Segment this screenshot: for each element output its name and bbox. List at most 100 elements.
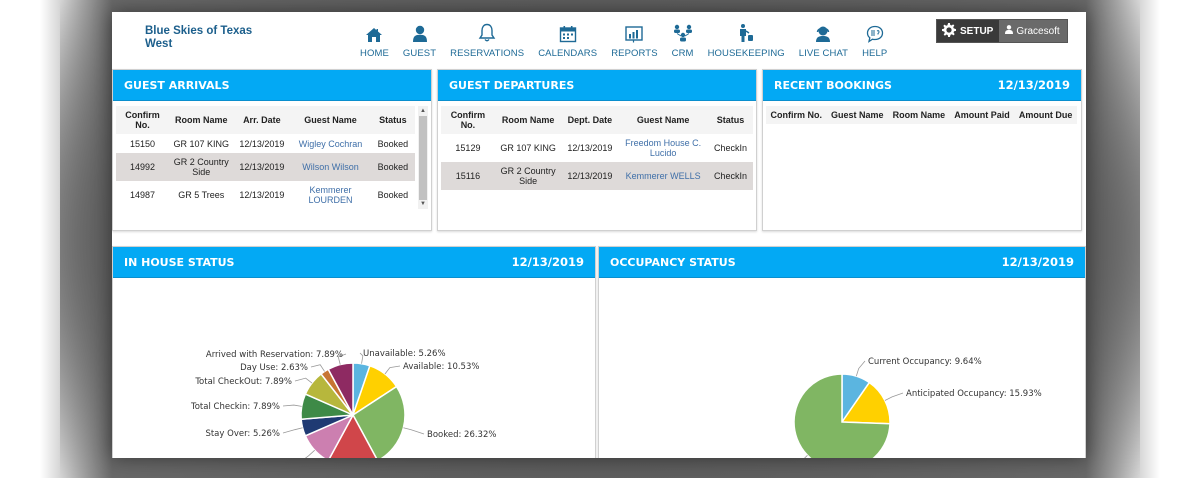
recent-bookings-title: RECENT BOOKINGS — [774, 78, 892, 92]
col-status[interactable]: Status — [370, 106, 415, 134]
pie-slice-label: Total Checkin: 7.89% — [190, 402, 280, 412]
nav-crm-label: CRM — [671, 48, 694, 59]
user-icon — [412, 21, 428, 43]
pie-label-leader — [282, 404, 302, 407]
pie-label-leader — [282, 427, 303, 434]
pie-label-leader — [310, 364, 325, 372]
arr-date: 12/13/2019 — [239, 190, 285, 200]
main-nav: HOME GUEST RESERVATIONS CALENDARS REPORT… — [360, 21, 901, 59]
col-confirm-no[interactable]: Confirm No. — [766, 106, 827, 124]
table-row[interactable]: 14987 GR 5 Trees 12/13/2019 Kemmerer LOU… — [116, 181, 415, 209]
col-amount-due[interactable]: Amount Due — [1014, 106, 1077, 124]
col-arr-date[interactable]: Arr. Date — [233, 106, 291, 134]
pie-label-leader — [855, 360, 866, 377]
guest-departures-table: Confirm No. Room Name Dept. Date Guest N… — [441, 106, 753, 190]
pie-label-leader — [884, 392, 904, 401]
scroll-up-arrow-icon[interactable]: ▲ — [420, 108, 426, 114]
status: Booked — [370, 153, 415, 181]
nav-guest[interactable]: GUEST — [403, 21, 436, 59]
pie-slice[interactable] — [327, 362, 354, 416]
recent-bookings-header: RECENT BOOKINGS 12/13/2019 — [763, 70, 1081, 101]
guest-name-link[interactable]: Kemmerer WELLS — [618, 162, 708, 190]
pie-label-leader — [359, 352, 364, 364]
guest-arrivals-panel: GUEST ARRIVALS Confirm No. Room Name Arr… — [112, 69, 432, 231]
occupancy-status-pie-chart: Current Occupancy: 9.64% Anticipated Occu… — [793, 357, 1042, 458]
nav-reservations[interactable]: RESERVATIONS — [450, 21, 524, 59]
table-row[interactable]: 15129 GR 107 KING 12/13/2019 Freedom Hou… — [441, 134, 753, 162]
pie-label-leader — [304, 449, 315, 458]
col-guest-name[interactable]: Guest Name — [290, 106, 371, 134]
confirm-no: 14992 — [116, 153, 169, 181]
room-name: GR 2 Country Side — [494, 162, 562, 190]
in-house-status-pie-chart: Unavailable: 5.26% Available: 10.53% Booke… — [190, 349, 496, 458]
pie-label-leader — [403, 427, 425, 435]
room-name: GR 2 Country Side — [169, 153, 234, 181]
confirm-no: 15116 — [441, 162, 495, 190]
dept-date: 12/13/2019 — [567, 143, 613, 153]
table-row[interactable]: 15150 GR 107 KING 12/13/2019 Wigley Coch… — [116, 134, 415, 153]
pie-slice[interactable] — [328, 413, 378, 458]
setup-button[interactable]: SETUP — [937, 20, 1000, 42]
pie-label-leader — [384, 365, 401, 375]
pie-slice[interactable] — [840, 381, 891, 425]
pie-slice[interactable] — [352, 385, 406, 458]
status: CheckIn — [713, 143, 747, 153]
nav-live-chat[interactable]: LIVE CHAT — [799, 21, 848, 59]
dept-date: 12/13/2019 — [561, 162, 619, 190]
user-name: Gracesoft — [1016, 25, 1060, 37]
nav-help[interactable]: HELP — [862, 21, 887, 59]
col-guest-name[interactable]: Guest Name — [618, 106, 708, 134]
nav-home[interactable]: HOME — [360, 21, 389, 59]
col-status[interactable]: Status — [707, 106, 753, 134]
col-room-name[interactable]: Room Name — [169, 106, 234, 134]
arr-date: 12/13/2019 — [239, 138, 285, 149]
col-dept-date[interactable]: Dept. Date — [561, 106, 619, 134]
bell-icon — [478, 21, 496, 43]
guest-arrivals-title: GUEST ARRIVALS — [124, 78, 230, 92]
status: Booked — [377, 138, 409, 149]
recent-bookings-table: Confirm No. Guest Name Room Name Amount … — [766, 106, 1077, 124]
pie-label-leader — [804, 455, 808, 458]
pie-slice-label: Anticipated Occupancy: 15.93% — [906, 389, 1042, 399]
nav-reports[interactable]: REPORTS — [611, 21, 658, 59]
guest-name-link[interactable]: Kemmerer LOURDEN — [308, 185, 353, 205]
property-name-line2: West — [145, 38, 173, 50]
scrollbar-thumb[interactable] — [419, 116, 427, 200]
status: CheckIn — [707, 162, 753, 190]
recent-bookings-date: 12/13/2019 — [997, 78, 1070, 92]
in-house-status-date: 12/13/2019 — [511, 255, 584, 269]
nav-reservations-label: RESERVATIONS — [450, 48, 525, 59]
guest-name-link[interactable]: Freedom House C. Lucido — [625, 138, 702, 158]
dashboard-window: Blue Skies of Texas West HOME GUEST RESE… — [112, 12, 1086, 458]
pie-slice-label: Day Use: 2.63% — [240, 363, 308, 373]
setup-label: SETUP — [960, 25, 994, 37]
table-row[interactable]: 14992 GR 2 Country Side 12/13/2019 Wilso… — [116, 153, 415, 181]
pie-slice-label: Total CheckOut: 7.89% — [194, 377, 292, 387]
guest-name-link[interactable]: Wilson Wilson — [290, 153, 371, 181]
in-house-status-title: IN HOUSE STATUS — [124, 255, 235, 269]
confirm-no: 15129 — [455, 143, 481, 153]
nav-housekeeping[interactable]: HOUSEKEEPING — [708, 21, 785, 59]
scroll-down-arrow-icon[interactable]: ▼ — [420, 201, 426, 207]
in-house-status-header: IN HOUSE STATUS 12/13/2019 — [113, 247, 595, 278]
status: Booked — [377, 190, 409, 200]
guest-name-link[interactable]: Wigley Cochran — [298, 138, 363, 149]
guest-arrivals-table: Confirm No. Room Name Arr. Date Guest Na… — [116, 106, 415, 209]
nav-guest-label: GUEST — [402, 48, 437, 59]
pie-slice[interactable] — [793, 373, 891, 458]
user-account-button[interactable]: Gracesoft — [999, 20, 1067, 42]
guest-departures-panel: GUEST DEPARTURES Confirm No. Room Name D… — [437, 69, 757, 231]
col-amount-paid[interactable]: Amount Paid — [949, 106, 1015, 124]
help-bubble-icon — [866, 21, 884, 43]
col-guest-name[interactable]: Guest Name — [826, 106, 889, 124]
col-confirm-no[interactable]: Confirm No. — [441, 106, 495, 134]
nav-calendars[interactable]: CALENDARS — [538, 21, 597, 59]
guest-departures-header: GUEST DEPARTURES — [438, 70, 756, 101]
col-confirm-no[interactable]: Confirm No. — [116, 106, 169, 134]
pie-slice-label: Arrived with Reservation: 7.89% — [206, 350, 343, 360]
nav-crm[interactable]: CRM — [672, 21, 694, 59]
table-row[interactable]: 15116 GR 2 Country Side 12/13/2019 Kemme… — [441, 162, 753, 190]
arrivals-scrollbar[interactable]: ▲ ▼ — [418, 106, 428, 209]
col-room-name[interactable]: Room Name — [494, 106, 562, 134]
col-room-name[interactable]: Room Name — [888, 106, 950, 124]
